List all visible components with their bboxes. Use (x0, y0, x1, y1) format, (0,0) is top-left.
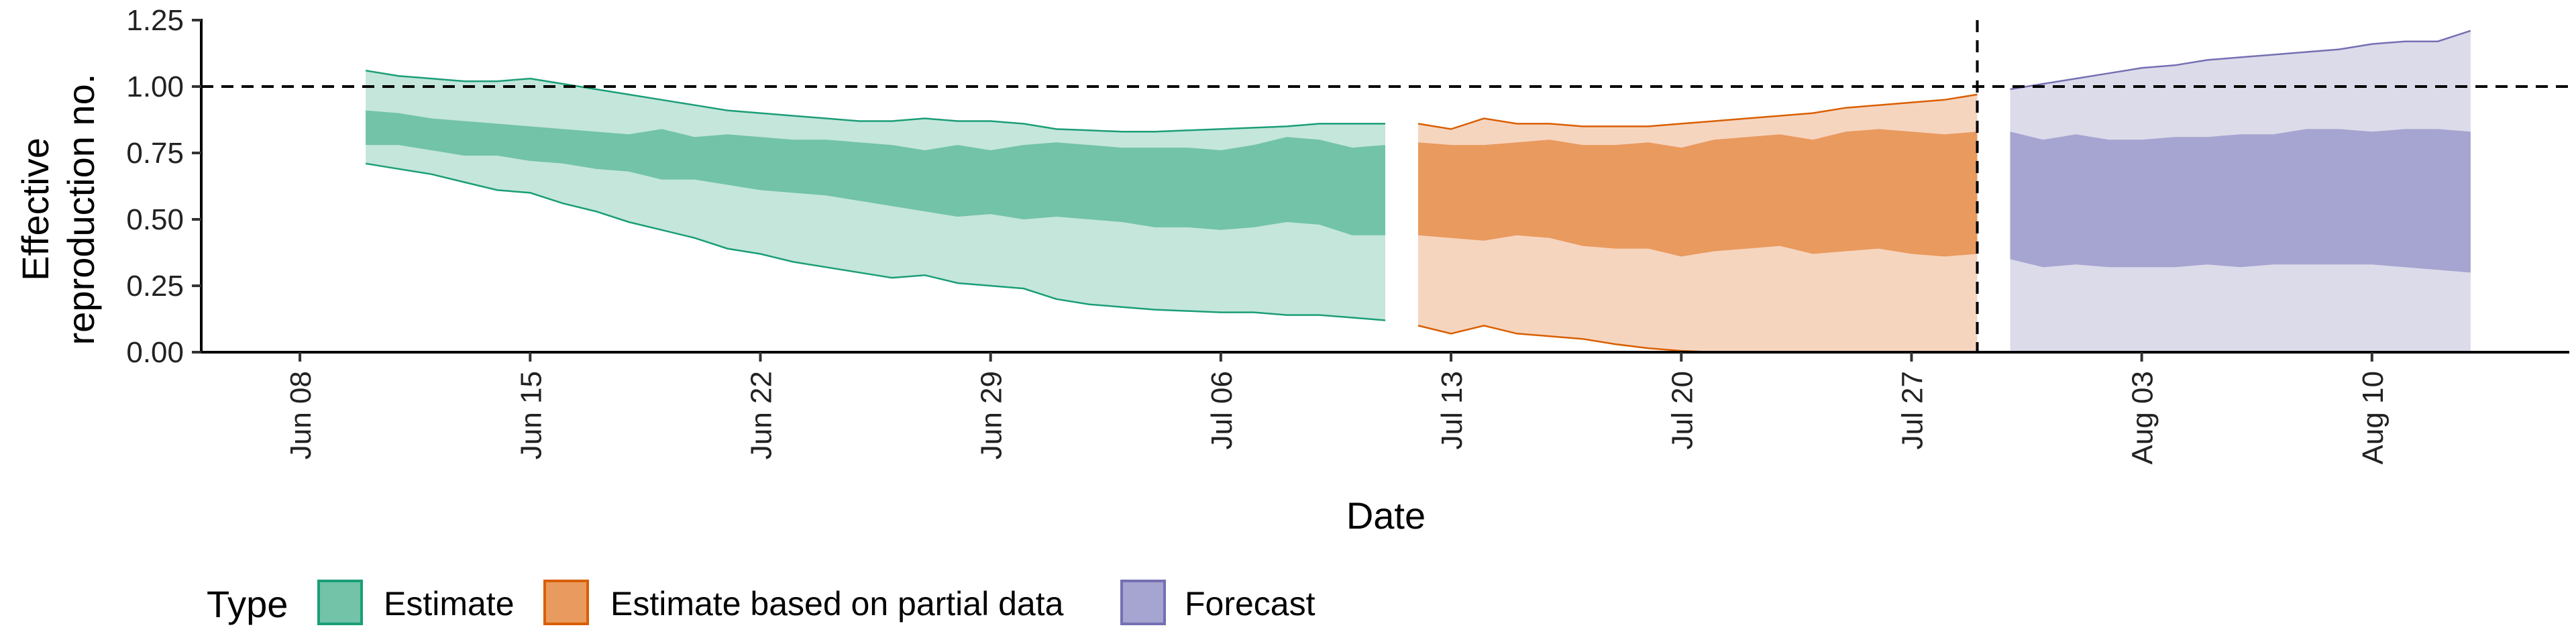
x-tick-label: Jun 08 (284, 371, 317, 460)
band-upper-line-forecast (2010, 30, 2471, 91)
x-tick-label: Jul 06 (1205, 371, 1238, 449)
legend-key-forecast (1120, 580, 1166, 625)
band-upper-line-estimate (365, 69, 1385, 133)
band-inner-estimate (366, 110, 1385, 235)
y-tick-label: 0.00 (126, 336, 184, 369)
legend-label-estimate: Estimate (384, 585, 515, 623)
x-tick-label: Jul 20 (1666, 371, 1699, 449)
x-tick-label: Jun 22 (745, 371, 777, 460)
y-axis-title-line-1: Effective (14, 138, 56, 281)
legend-title: Type (207, 583, 288, 625)
x-tick-label: Aug 10 (2357, 371, 2390, 464)
y-tick-label: 0.50 (126, 203, 184, 236)
x-tick-label: Jul 13 (1436, 371, 1468, 449)
y-axis-title-line-2: reproduction no. (60, 74, 102, 345)
x-axis-title: Date (1346, 494, 1426, 537)
y-tick-label: 0.75 (126, 137, 184, 170)
reference-lines (201, 20, 2569, 352)
band-inner-forecast (2010, 129, 2471, 273)
legend: Type Estimate Estimate based on partial … (207, 580, 1316, 625)
legend-label-estimate-partial: Estimate based on partial data (610, 585, 1064, 623)
y-tick-label: 0.25 (126, 270, 184, 303)
y-tick-label: 1.00 (126, 70, 184, 103)
ribbon-layer (365, 30, 2471, 354)
x-tick-label: Aug 03 (2127, 371, 2159, 464)
legend-label-forecast: Forecast (1185, 585, 1316, 623)
x-tick-label: Jul 27 (1896, 371, 1929, 449)
x-tick-label: Jun 29 (975, 371, 1008, 460)
axes: 0.00 0.25 0.50 0.75 1.00 1.25 Jun 08 Jun 15 Jun … (126, 4, 2569, 464)
band-inner-estimate-based-on-partial-data (1418, 129, 1978, 257)
y-tick-label: 1.25 (126, 4, 184, 37)
x-tick-label: Jun 15 (515, 371, 547, 460)
legend-key-estimate (317, 580, 363, 625)
band-lower-line-estimate (365, 162, 1386, 321)
band-upper-line-estimate-based-on-partial-data (1417, 93, 1978, 130)
legend-key-estimate-partial (543, 580, 589, 625)
